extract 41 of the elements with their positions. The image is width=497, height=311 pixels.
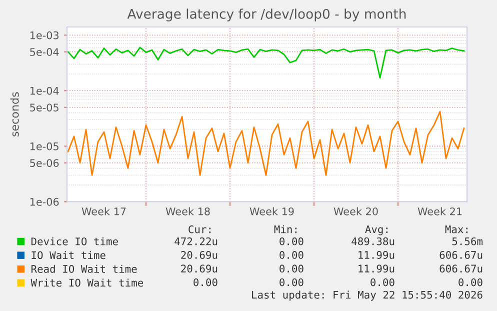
legend-label: Write IO Wait time xyxy=(30,278,144,287)
legend-label: IO Wait time xyxy=(32,251,106,260)
text: Cur: xyxy=(188,225,210,234)
x-tick-label: Week 17 xyxy=(82,207,126,216)
text: 472.22u xyxy=(174,237,218,246)
text: 606.67u xyxy=(440,264,482,273)
line-series xyxy=(67,46,465,79)
line-series xyxy=(67,110,465,176)
legend-label: Read IO Wait time xyxy=(31,264,137,273)
y-tick-label: 1e-04 xyxy=(30,86,59,95)
x-tick-label: Week 20 xyxy=(334,207,378,216)
y-tick-label: 5e-05 xyxy=(30,104,58,112)
text: 0.00 xyxy=(280,264,304,273)
text: 0.00 xyxy=(194,278,218,286)
legend-label: Device IO time xyxy=(31,237,118,246)
y-tick-label: 1e-05 xyxy=(30,142,58,150)
text: 0.00 xyxy=(280,251,304,259)
text: 5.56m xyxy=(452,237,483,246)
y-tick-label: 5e-06 xyxy=(30,159,59,167)
y-tick-label: 1e-06 xyxy=(30,198,59,206)
x-tick-label: Week 18 xyxy=(166,207,210,216)
text: Avg: xyxy=(365,225,388,236)
y-axis-title: seconds xyxy=(10,92,19,136)
y-tick-label: 1e-03 xyxy=(30,31,59,40)
text: Last update: Fri May 22 15:55:40 2026 xyxy=(252,290,482,301)
x-tick-label: Week 19 xyxy=(250,207,294,216)
text: Min: xyxy=(274,225,296,234)
text: 0.00 xyxy=(280,237,304,246)
text: 606.67u xyxy=(440,251,482,259)
text: 0.00 xyxy=(370,278,394,286)
text: 489.38u xyxy=(352,237,394,246)
text: 0.00 xyxy=(458,278,482,286)
text: Max: xyxy=(445,226,468,234)
text: 20.69u xyxy=(181,251,218,259)
text: 11.99u xyxy=(358,251,394,259)
text: 20.69u xyxy=(181,264,218,273)
text: 0.00 xyxy=(280,278,304,286)
y-tick-label: 5e-04 xyxy=(30,48,59,56)
chart-title: Average latency for /dev/loop0 - by month xyxy=(127,8,406,22)
x-tick-label: Week 21 xyxy=(418,207,462,216)
text: 11.99u xyxy=(358,264,394,273)
